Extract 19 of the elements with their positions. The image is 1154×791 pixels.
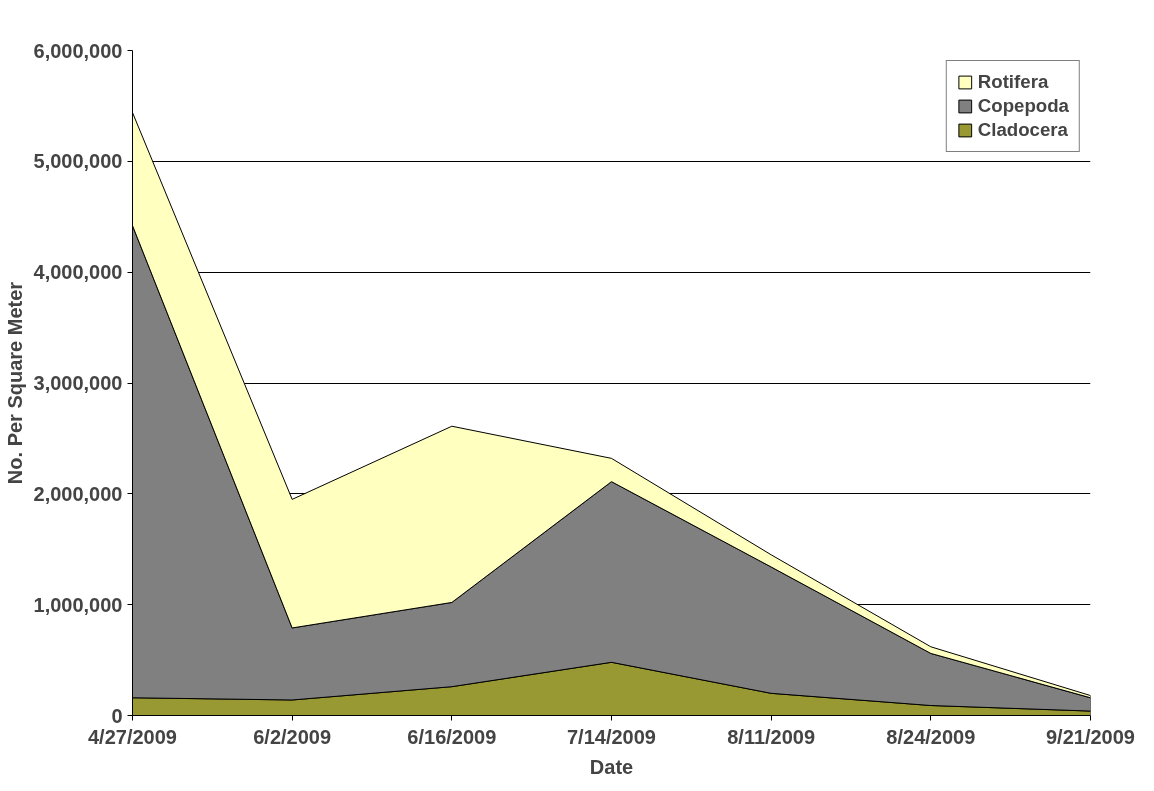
x-tick-label: 6/16/2009 bbox=[407, 725, 497, 748]
legend-label: Rotifera bbox=[977, 71, 1049, 93]
legend-label: Copepoda bbox=[977, 95, 1069, 117]
y-tick-label: 4,000,000 bbox=[33, 261, 123, 284]
x-tick-label: 6/2/2009 bbox=[253, 725, 332, 748]
y-tick-label: 1,000,000 bbox=[33, 593, 123, 616]
y-axis-title: No. Per Square Meter bbox=[3, 281, 26, 485]
x-axis-title: Date bbox=[589, 755, 634, 778]
y-tick-label: 0 bbox=[111, 704, 123, 727]
y-tick-label: 3,000,000 bbox=[33, 372, 123, 394]
x-tick-label: 7/14/2009 bbox=[567, 725, 656, 748]
y-tick-label: 2,000,000 bbox=[33, 482, 123, 505]
y-tick-label: 6,000,000 bbox=[33, 39, 123, 62]
x-tick-label: 8/11/2009 bbox=[727, 725, 816, 748]
x-tick-label: 8/24/2009 bbox=[886, 725, 976, 748]
y-tick-label: 5,000,000 bbox=[33, 150, 123, 173]
x-tick-label: 4/27/2009 bbox=[88, 725, 177, 748]
x-tick-label: 9/21/2009 bbox=[1046, 725, 1135, 748]
legend-label: Cladocera bbox=[977, 119, 1068, 141]
